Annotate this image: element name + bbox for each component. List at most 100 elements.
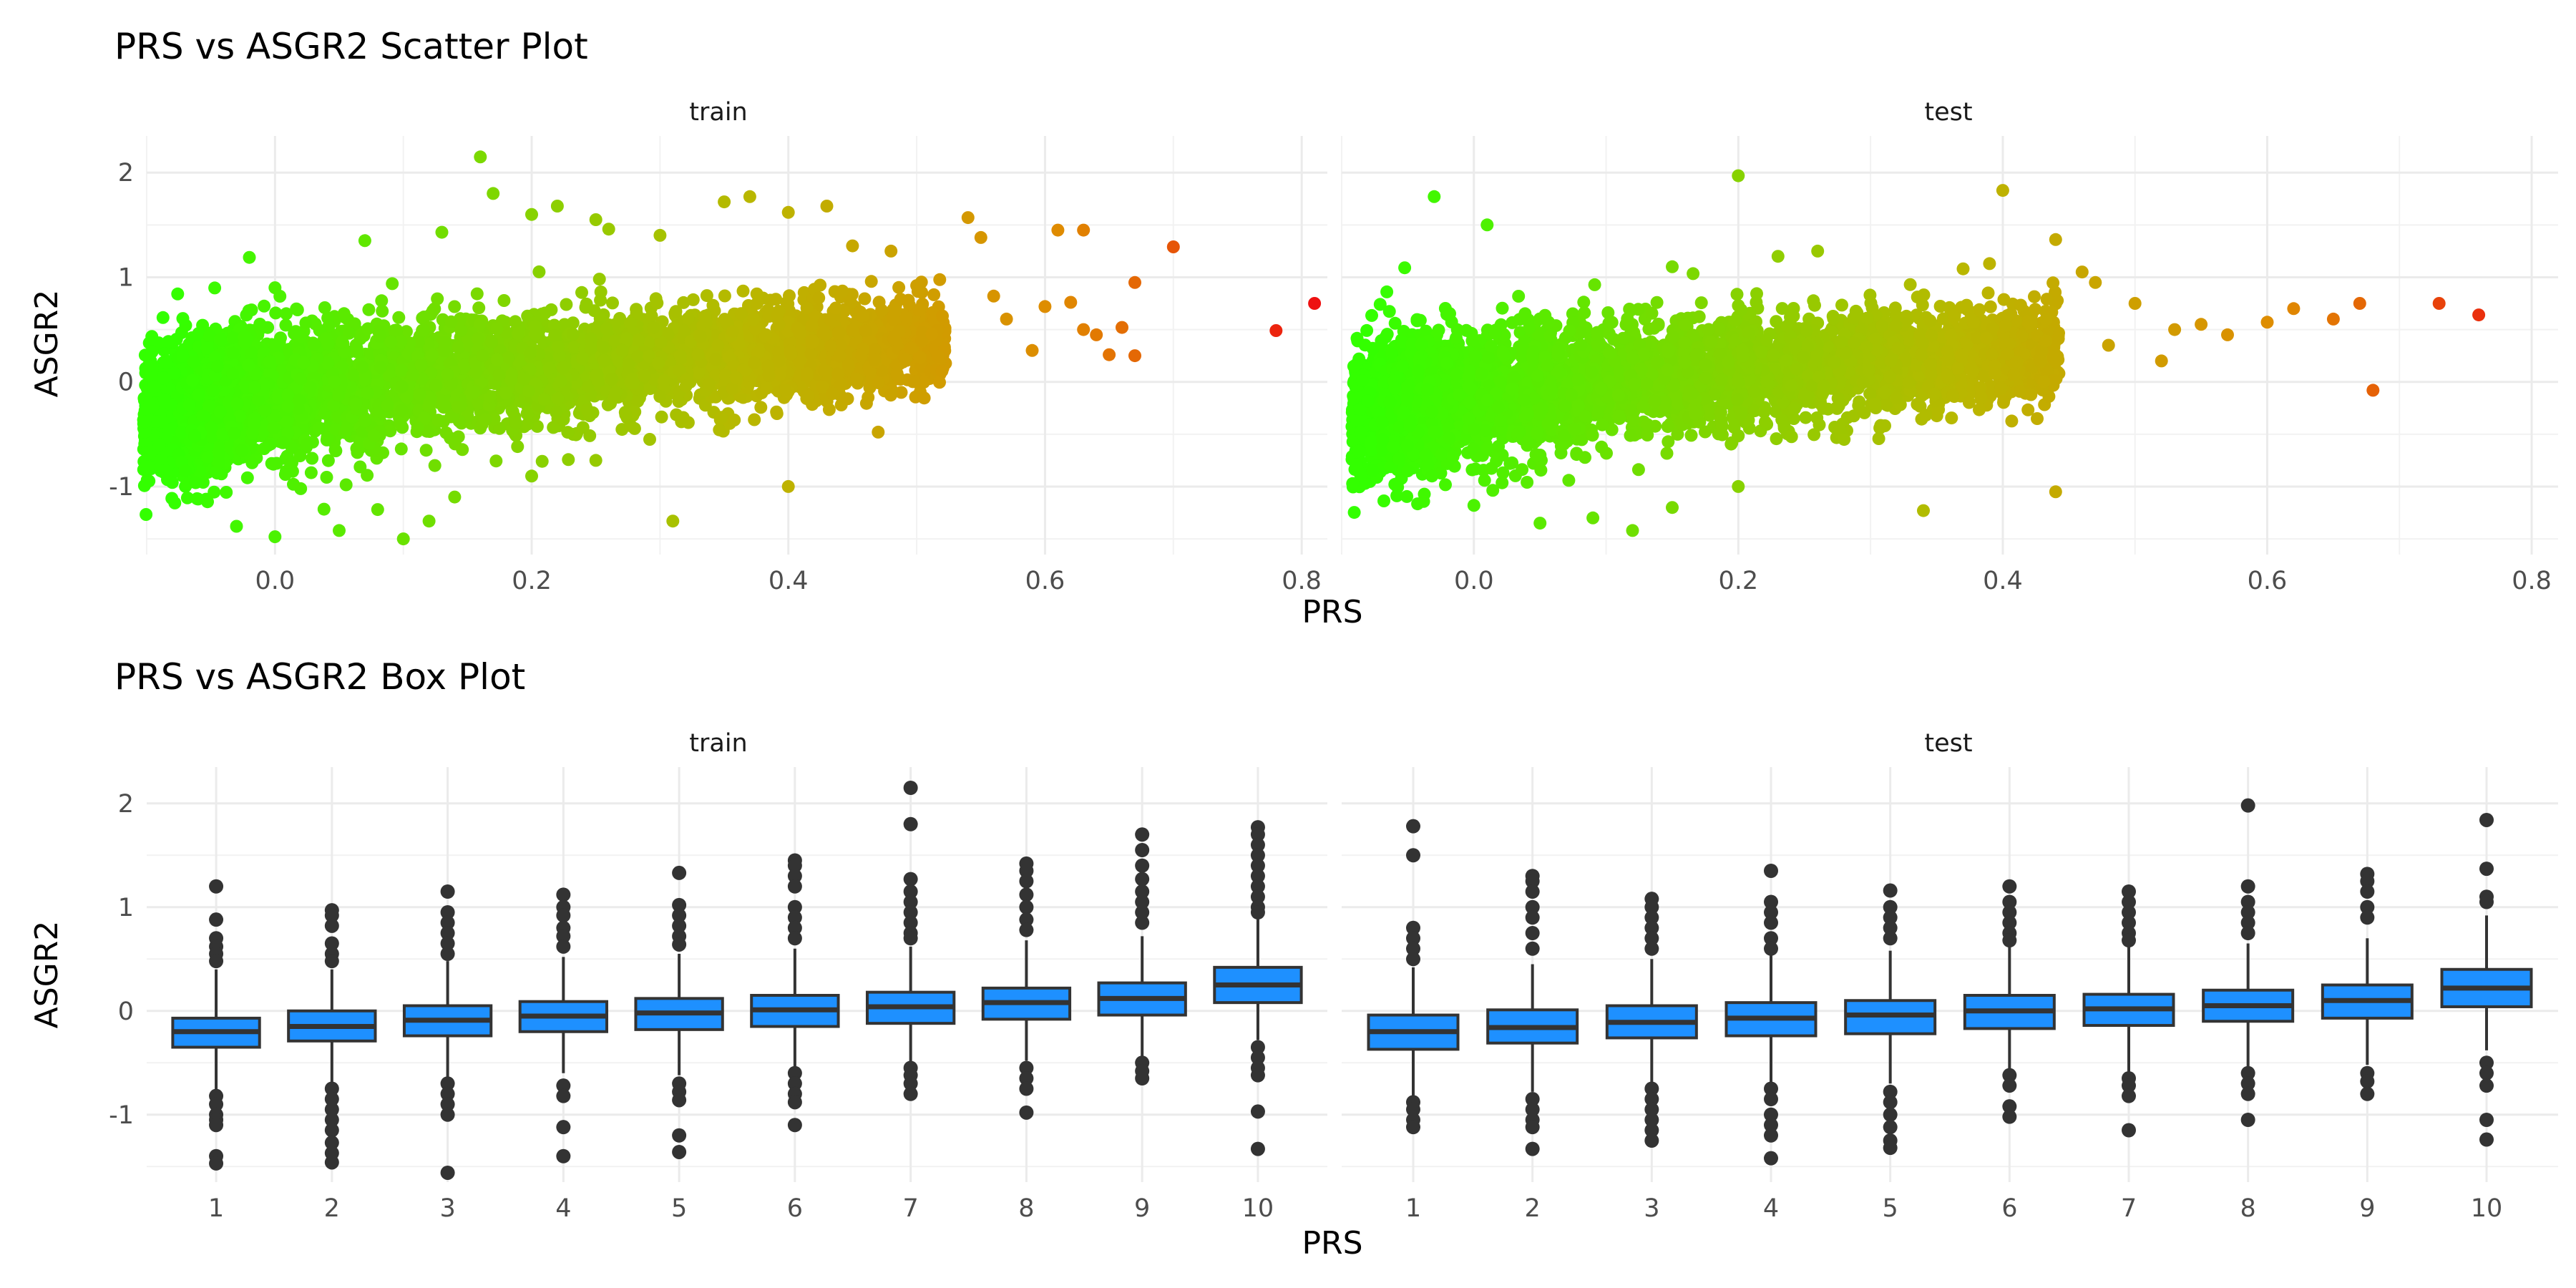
scatter-point <box>306 452 319 465</box>
scatter-point <box>226 331 240 344</box>
scatter-point <box>376 304 389 318</box>
scatter-point <box>470 287 484 301</box>
scatter-point <box>190 492 204 505</box>
scatter-point <box>208 281 222 295</box>
scatter-point <box>339 422 353 436</box>
scatter-point <box>429 379 443 393</box>
scatter-point <box>499 386 513 400</box>
scatter-point <box>669 305 683 318</box>
scatter-point <box>933 376 946 389</box>
scatter-point <box>416 323 430 337</box>
scatter-point <box>800 369 814 383</box>
scatter-point <box>392 311 406 324</box>
scatter-point <box>805 336 819 350</box>
scatter-point <box>142 474 156 488</box>
scatter-point <box>278 468 292 481</box>
scatter-point <box>476 349 489 363</box>
scatter-x-tick-label: 0.4 <box>769 567 809 595</box>
scatter-x-tick-label: 0.6 <box>1025 567 1065 595</box>
scatter-point <box>728 414 741 426</box>
scatter-point <box>914 351 927 364</box>
scatter-point <box>517 372 530 386</box>
scatter-point <box>800 301 814 315</box>
scatter-point <box>269 306 283 320</box>
scatter-point <box>168 496 182 509</box>
scatter-point <box>691 348 705 361</box>
scatter-point <box>779 383 792 396</box>
scatter-point <box>529 320 542 333</box>
scatter-strip-train: train <box>689 98 747 127</box>
scatter-point <box>337 307 351 321</box>
scatter-point <box>561 426 575 439</box>
scatter-point <box>203 329 216 343</box>
scatter-point <box>772 318 786 331</box>
scatter-point <box>711 338 725 352</box>
scatter-y-tick-label: 1 <box>118 263 134 292</box>
scatter-point <box>485 335 499 348</box>
scatter-point <box>390 323 404 337</box>
scatter-point <box>452 401 464 414</box>
scatter-point <box>426 348 439 362</box>
scatter-points <box>137 150 1322 546</box>
scatter-point <box>615 343 629 357</box>
scatter-point <box>375 294 389 308</box>
scatter-point <box>583 429 597 442</box>
scatter-point <box>829 301 842 315</box>
scatter-point <box>562 453 575 467</box>
scatter-point <box>395 404 409 417</box>
scatter-point <box>714 411 728 424</box>
scatter-point <box>321 454 335 467</box>
scatter-point <box>350 345 364 358</box>
scatter-point <box>535 454 549 468</box>
scatter-point <box>600 322 613 336</box>
scatter-point <box>902 293 915 307</box>
scatter-point <box>220 486 233 499</box>
scatter-point <box>313 421 326 435</box>
scatter-point <box>431 292 444 306</box>
scatter-point <box>628 421 641 435</box>
scatter-point <box>142 359 155 373</box>
scatter-point <box>597 354 611 368</box>
scatter-point <box>428 459 441 472</box>
scatter-point <box>147 380 161 394</box>
scatter-point <box>551 340 565 353</box>
scatter-point <box>474 317 487 331</box>
scatter-point <box>140 508 153 521</box>
scatter-point <box>339 478 353 492</box>
scatter-point <box>258 299 271 313</box>
scatter-point <box>208 485 221 499</box>
scatter-point <box>245 456 259 469</box>
scatter-point <box>258 404 272 418</box>
scatter-point <box>318 301 331 314</box>
scatter-point <box>624 316 638 330</box>
scatter-x-tick-label: 0.0 <box>255 567 296 595</box>
scatter-point <box>672 395 686 408</box>
scatter-point <box>596 341 610 354</box>
scatter-point <box>594 286 608 298</box>
scatter-point <box>907 375 921 388</box>
scatter-point <box>754 401 768 414</box>
scatter-point <box>489 454 503 468</box>
scatter-y-tick-label: 2 <box>118 159 134 187</box>
scatter-point <box>650 296 664 310</box>
scatter-point <box>493 421 507 435</box>
scatter-point <box>472 301 486 315</box>
scatter-point <box>560 298 573 311</box>
scatter-point <box>933 273 947 286</box>
scatter-strip-test: test <box>1924 98 1972 127</box>
scatter-point <box>875 303 889 317</box>
scatter-point <box>456 443 469 457</box>
scatter-point <box>367 429 381 442</box>
scatter-point <box>431 414 445 427</box>
scatter-point <box>706 298 720 312</box>
scatter-point <box>362 303 376 316</box>
scatter-point <box>630 306 643 320</box>
scatter-point <box>917 391 931 405</box>
scatter-point <box>655 410 668 424</box>
scatter-point <box>321 337 335 351</box>
scatter-point <box>270 457 283 470</box>
scatter-point <box>386 277 399 291</box>
scatter-point <box>374 329 386 343</box>
